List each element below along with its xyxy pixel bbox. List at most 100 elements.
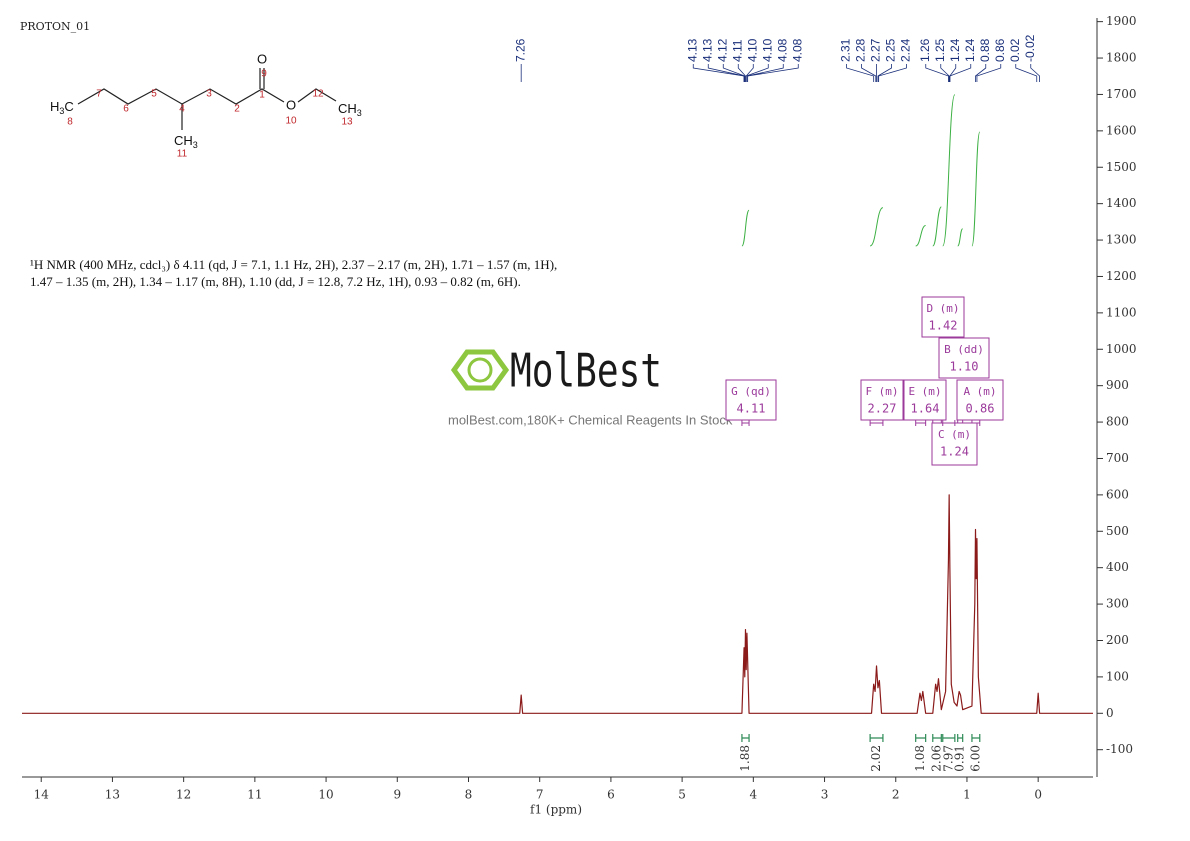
y-tick-label: 1000: [1106, 342, 1137, 356]
x-tick-label: 7: [536, 788, 544, 802]
multiplet-box: [725, 379, 777, 421]
atom-subscript: 3: [357, 108, 362, 118]
peak-label: 2.28: [854, 38, 868, 62]
y-tick-label: 400: [1106, 560, 1129, 574]
x-tick-label: 0: [1034, 788, 1042, 802]
atom-number: 12: [312, 89, 324, 100]
spectrum-line: [22, 494, 1093, 714]
peak-connector: [877, 64, 892, 82]
x-tick-label: 4: [750, 788, 758, 802]
multiplet-label: F (m): [865, 385, 898, 398]
multiplet-shift: 1.64: [911, 402, 940, 416]
y-tick-label: 1900: [1106, 14, 1137, 28]
x-tick-label: 5: [678, 788, 686, 802]
peak-label: 2.24: [899, 38, 913, 62]
multiplet-label: B (dd): [944, 343, 984, 356]
peak-connector: [878, 64, 907, 82]
x-tick-label: 8: [465, 788, 473, 802]
y-tick-label: 1600: [1106, 123, 1137, 137]
y-tick-label: 500: [1106, 524, 1129, 538]
integral-bracket: [932, 734, 942, 742]
atom-label: H: [50, 99, 59, 114]
multiplet-box: [921, 296, 965, 338]
atom-number: 9: [261, 69, 267, 80]
multiplet-range: [741, 420, 750, 426]
peak-label: 2.27: [869, 38, 883, 62]
multiplet-shift: 1.42: [929, 319, 958, 333]
y-tick-label: 800: [1106, 415, 1129, 429]
atom-label: O: [286, 97, 296, 112]
peak-label: 4.10: [760, 38, 774, 62]
peak-label: 0.02: [1008, 38, 1022, 62]
multiplet-label: E (m): [908, 385, 941, 398]
x-tick-label: 1: [963, 788, 971, 802]
y-tick-label: 600: [1106, 487, 1129, 501]
peak-connector: [949, 64, 972, 82]
peak-connector: [1030, 64, 1040, 82]
peak-connector: [846, 64, 875, 82]
peak-label: 2.25: [884, 38, 898, 62]
integral-curve: [942, 94, 956, 247]
peak-label: 4.08: [775, 38, 789, 62]
y-tick-label: 1200: [1106, 269, 1137, 283]
peak-label: 2.31: [839, 38, 853, 62]
peak-label: 1.24: [963, 38, 977, 62]
nmr-description: 1.47 – 1.35 (m, 2H), 1.34 – 1.17 (m, 8H)…: [30, 274, 521, 289]
x-tick-label: 10: [318, 788, 333, 802]
integral-label: 2.06: [930, 745, 944, 772]
integral-bracket: [915, 734, 927, 742]
integral-label: 0.91: [953, 745, 967, 772]
y-tick-label: 1400: [1106, 196, 1137, 210]
atom-label: C: [64, 99, 73, 114]
y-tick-label: 1700: [1106, 87, 1137, 101]
x-tick-label: 2: [892, 788, 900, 802]
y-tick-label: 200: [1106, 633, 1129, 647]
peak-connector: [1015, 64, 1038, 82]
integral-curve: [741, 209, 750, 247]
integral-curve: [932, 206, 942, 247]
multiplet-label: A (m): [963, 385, 996, 398]
x-tick-label: 9: [393, 788, 401, 802]
integral-curve: [957, 228, 964, 247]
multiplet-range: [915, 420, 927, 426]
atom-label: CH: [174, 133, 193, 148]
integral-bracket: [957, 734, 964, 742]
multiplet-shift: 4.11: [737, 402, 766, 416]
nmr-description: ¹H NMR (400 MHz, cdcl₃) δ 4.11 (qd, J = …: [30, 257, 557, 272]
integral-label: 7.97: [941, 745, 955, 772]
integral-label: 2.02: [869, 745, 883, 772]
multiplet-box: [860, 379, 904, 421]
atom-number: 13: [341, 117, 353, 128]
peak-label: 4.08: [790, 38, 804, 62]
atom-number: 1: [259, 90, 265, 101]
multiplet-shift: 1.24: [940, 445, 969, 459]
integral-label: 1.08: [913, 745, 927, 772]
integral-bracket: [741, 734, 750, 742]
logo: [450, 349, 510, 391]
x-axis-label: f1 (ppm): [530, 803, 582, 817]
x-tick-label: 14: [34, 788, 50, 802]
integral-bracket: [971, 734, 981, 742]
atom-number: 11: [177, 149, 188, 160]
atom-number: 8: [67, 117, 73, 128]
multiplet-range: [869, 420, 884, 426]
y-tick-label: 900: [1106, 378, 1129, 392]
multiplet-shift: 2.27: [868, 402, 897, 416]
atom-number: 6: [123, 104, 129, 115]
y-tick-label: 1500: [1106, 160, 1137, 174]
x-tick-label: 11: [247, 788, 262, 802]
chart-title: PROTON_01: [20, 20, 90, 33]
y-tick-label: 1300: [1106, 233, 1137, 247]
integral-bracket: [869, 734, 884, 742]
peak-label: 4.10: [745, 38, 759, 62]
peak-connector: [861, 64, 877, 82]
peak-connector: [940, 64, 950, 82]
multiplet-box: [938, 337, 990, 379]
integral-bracket: [942, 734, 956, 742]
peak-label: 1.24: [948, 38, 962, 62]
peak-connector: [745, 64, 769, 82]
peak-label: 4.11: [730, 39, 744, 62]
peak-connector: [722, 64, 746, 82]
integral-label: 6.00: [968, 745, 982, 772]
